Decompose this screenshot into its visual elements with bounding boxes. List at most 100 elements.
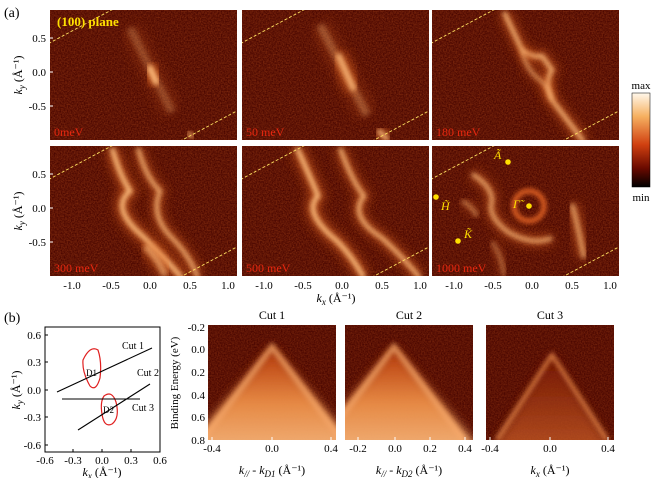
y-tick-label: 0.4 bbox=[191, 390, 205, 402]
zone-boundary bbox=[50, 146, 237, 276]
x-tick-label: 0.0 bbox=[265, 443, 279, 455]
label-part: D2 bbox=[401, 469, 413, 478]
label-part: (Å⁻¹) bbox=[276, 463, 306, 477]
band bbox=[186, 130, 195, 140]
label-part: // bbox=[380, 469, 388, 478]
x-tick-label: 0.4 bbox=[324, 443, 338, 455]
dispersion-edge bbox=[345, 342, 467, 440]
map-panel: 300 meV bbox=[50, 146, 237, 276]
label-part: k bbox=[9, 403, 23, 409]
label-part: k bbox=[11, 88, 25, 94]
map-image bbox=[242, 146, 429, 276]
energy-label: 500 meV bbox=[246, 261, 291, 275]
ring bbox=[511, 188, 547, 224]
x-tick-label: 0.4 bbox=[458, 443, 472, 455]
axis-label: k// - kD2 (Å⁻¹) bbox=[376, 463, 442, 478]
map-image bbox=[242, 10, 429, 140]
y-tick-label: -0.6 bbox=[24, 440, 42, 452]
band bbox=[470, 172, 553, 243]
x-tick-label: -1.0 bbox=[63, 280, 81, 292]
label-part: k bbox=[531, 463, 537, 477]
point-label: K̃ bbox=[463, 227, 473, 241]
label-part: (Å⁻¹) bbox=[540, 463, 570, 477]
x-tick-label: 0.3 bbox=[124, 455, 138, 467]
panel-label: (a) bbox=[4, 6, 20, 21]
x-tick-label: -1.0 bbox=[255, 280, 273, 292]
energy-label: 180 meV bbox=[436, 125, 481, 139]
zone-boundary bbox=[50, 10, 237, 140]
panel-label: (b) bbox=[4, 311, 21, 326]
band bbox=[136, 147, 200, 276]
label-part: k bbox=[376, 463, 382, 477]
colorbar-min: min bbox=[632, 192, 650, 204]
label-part: k bbox=[11, 224, 25, 230]
colorbar-max: max bbox=[632, 80, 651, 92]
label-part: D1 bbox=[264, 469, 276, 478]
y-tick-label: 0.2 bbox=[191, 367, 205, 379]
label-part: k bbox=[239, 463, 245, 477]
x-tick-label: 0.0 bbox=[388, 443, 402, 455]
y-tick-label: 0.5 bbox=[32, 169, 46, 181]
x-tick-label: 0.0 bbox=[143, 280, 157, 292]
y-tick-label: 0.0 bbox=[191, 344, 205, 356]
y-tick-label: 0.8 bbox=[191, 435, 205, 447]
x-tick-label: 0.6 bbox=[153, 455, 167, 467]
cut-label: Cut 2 bbox=[137, 368, 159, 379]
label-part: x bbox=[321, 297, 326, 307]
map-panel: 1000 meV bbox=[432, 146, 619, 276]
point bbox=[505, 159, 511, 165]
label-part: k bbox=[317, 291, 323, 305]
y-tick-label: 0.3 bbox=[27, 357, 41, 369]
panel-title: Cut 2 bbox=[396, 308, 422, 322]
x-tick-label: -0.2 bbox=[349, 443, 366, 455]
band bbox=[569, 203, 587, 259]
point bbox=[526, 203, 532, 209]
panel-title: Cut 3 bbox=[537, 308, 563, 322]
energy-label: 50 meV bbox=[246, 125, 285, 139]
y-tick-label: 0.0 bbox=[32, 67, 46, 79]
label-part: (Å⁻¹) bbox=[11, 192, 25, 222]
dispersion-edge bbox=[208, 342, 336, 438]
map-grain bbox=[432, 10, 619, 140]
point-label: D2 bbox=[103, 405, 114, 415]
label-part: y bbox=[15, 400, 25, 405]
point-label: Ã bbox=[493, 148, 502, 162]
y-tick-label: -0.3 bbox=[24, 412, 42, 424]
map-image bbox=[432, 146, 619, 276]
x-tick-label: -0.5 bbox=[484, 280, 502, 292]
x-tick-label: 0.0 bbox=[543, 443, 557, 455]
band bbox=[142, 243, 169, 276]
band bbox=[338, 147, 421, 276]
colorbar bbox=[631, 92, 651, 188]
y-tick-label: -0.5 bbox=[29, 237, 47, 249]
map-image bbox=[50, 146, 237, 276]
band bbox=[461, 199, 479, 217]
cut-label: Cut 3 bbox=[132, 403, 154, 414]
label-part: (Å⁻¹) bbox=[9, 371, 23, 401]
label-part: // bbox=[243, 469, 251, 478]
x-tick-label: -0.4 bbox=[481, 443, 499, 455]
x-tick-label: 0.2 bbox=[423, 443, 437, 455]
axis-label: Binding Energy (eV) bbox=[169, 336, 181, 429]
label-part: (Å⁻¹) bbox=[326, 291, 356, 305]
energy-label: 300 meV bbox=[54, 261, 99, 275]
cut-line bbox=[56, 347, 153, 393]
dispersion bbox=[208, 347, 336, 440]
band bbox=[335, 52, 357, 92]
dispersion bbox=[498, 355, 606, 440]
x-tick-label: 0.5 bbox=[183, 280, 197, 292]
y-tick-label: 0.0 bbox=[32, 203, 46, 215]
x-tick-label: 1.0 bbox=[221, 280, 235, 292]
axis-label: kx (Å⁻¹) bbox=[317, 291, 356, 307]
map-image bbox=[432, 10, 619, 140]
band bbox=[146, 64, 160, 86]
point bbox=[455, 238, 461, 244]
y-tick-label: -0.2 bbox=[188, 322, 205, 334]
y-tick-label: 0.6 bbox=[27, 330, 41, 342]
point-label: H̃ bbox=[440, 199, 451, 213]
axis-label: ky (Å⁻¹) bbox=[11, 192, 27, 231]
band bbox=[490, 241, 506, 276]
axis-label: ky (Å⁻¹) bbox=[9, 371, 25, 410]
panel-title: Cut 1 bbox=[259, 308, 285, 322]
